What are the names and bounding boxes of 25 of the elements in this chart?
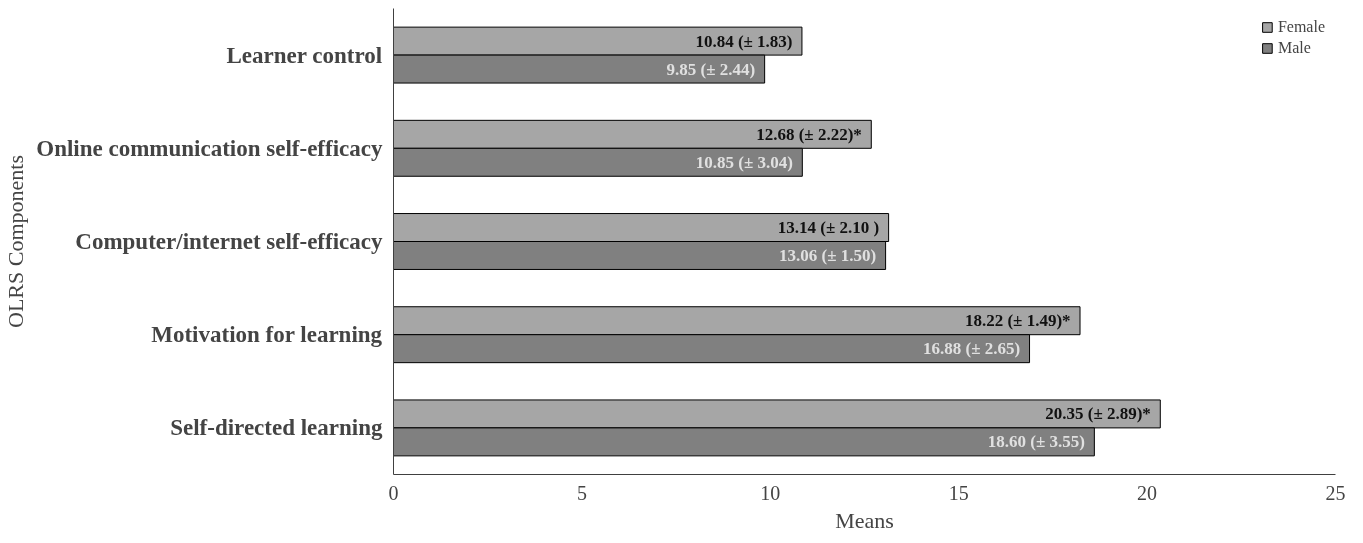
x-axis-title: Means [835,507,894,533]
y-tick-label: Online communication self-efficacy [36,135,383,161]
data-label: 18.60 (± 3.55) [987,432,1085,452]
y-tick-label: Computer/internet self-efficacy [75,229,383,254]
x-tick-label: 25 [1325,481,1346,504]
y-tick-label: Self-directed learning [170,415,383,441]
x-tick-label: 10 [760,481,781,504]
y-tick-label: Learner control [226,42,383,68]
y-axis-title: OLRS Components [3,155,29,328]
data-label: 10.84 (± 1.83) [695,31,793,51]
x-tick-label: 15 [948,481,969,504]
y-tick-label: Motivation for learning [151,322,383,348]
data-label: 13.14 (± 2.10 ) [777,218,880,238]
x-tick-label: 0 [388,481,399,504]
legend-label: Male [1277,39,1311,57]
data-label: 18.22 (± 1.49)* [964,311,1071,331]
legend-label: Female [1277,18,1325,36]
data-label: 16.88 (± 2.65) [922,339,1021,359]
data-label: 12.68 (± 2.22)* [756,124,862,144]
data-label: 13.06 (± 1.50) [779,245,877,265]
data-label: 20.35 (± 2.89)* [1045,404,1151,424]
x-tick-label: 20 [1137,481,1158,504]
data-label: 10.85 (± 3.04) [695,152,793,172]
x-tick-label: 5 [576,481,587,504]
data-label: 9.85 (± 2.44) [666,59,756,79]
